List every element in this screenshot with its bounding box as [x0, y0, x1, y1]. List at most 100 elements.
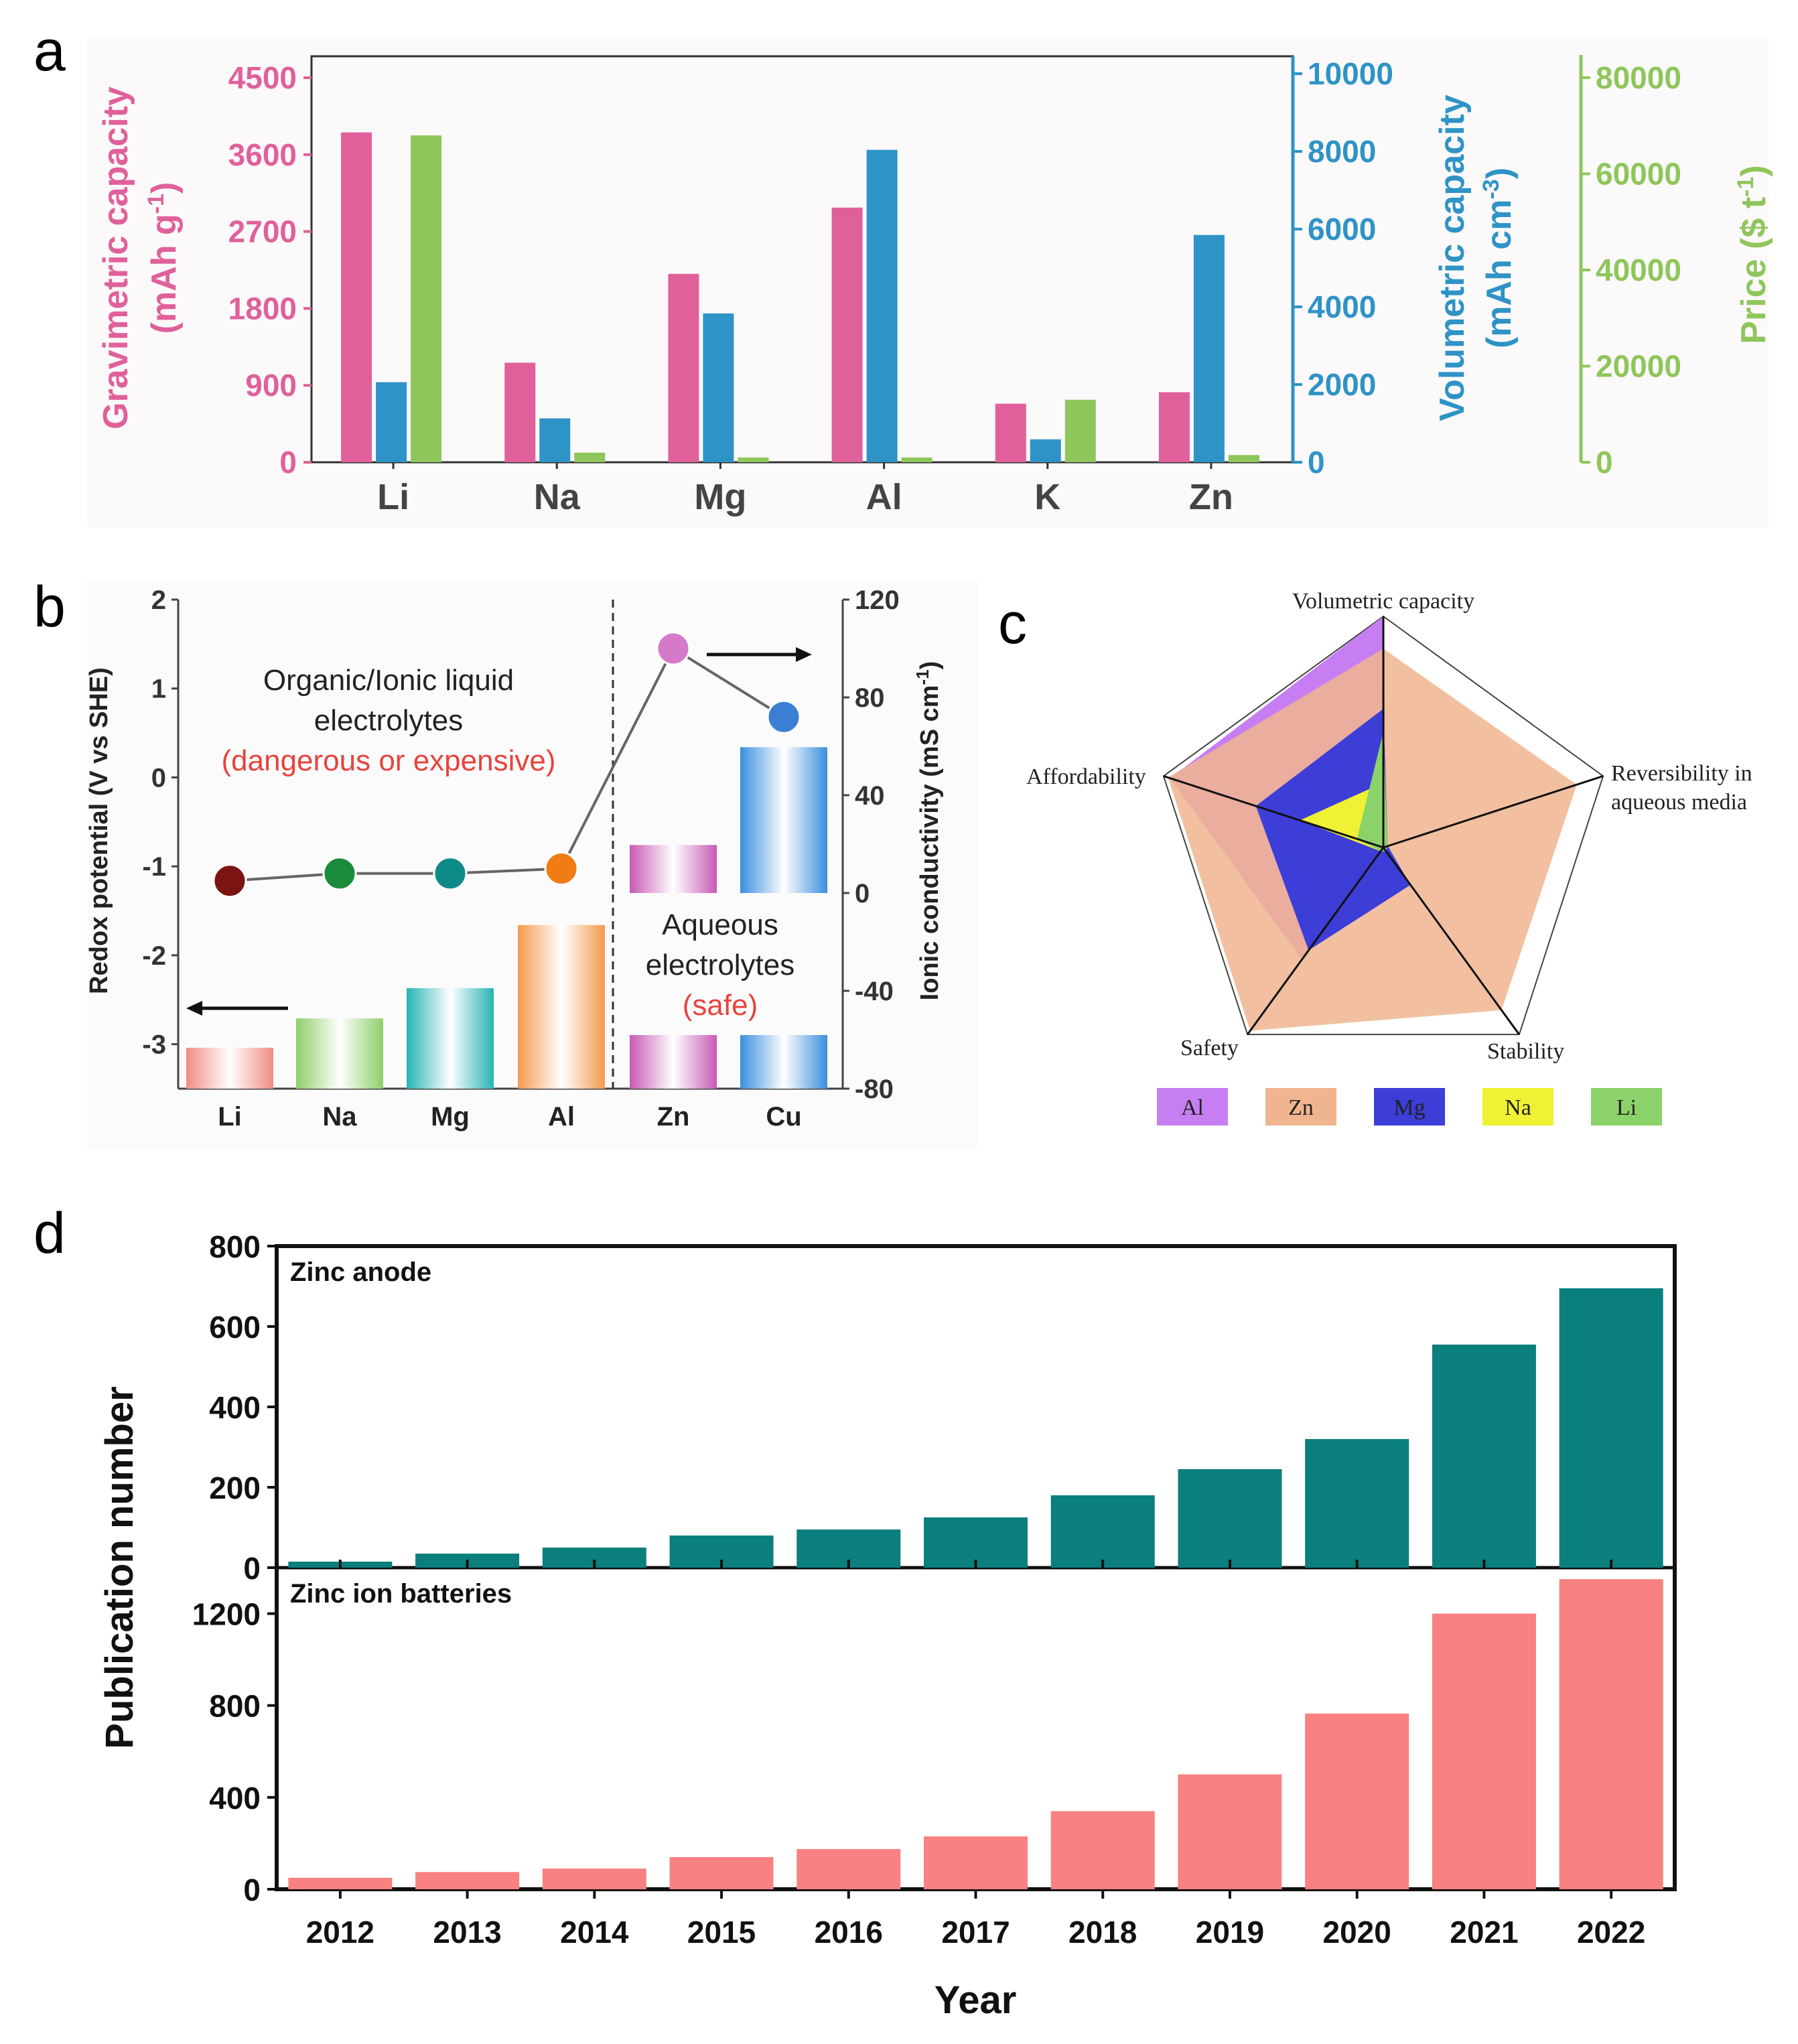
bar-price-Li — [411, 135, 442, 462]
y-tick-label: 4500 — [228, 60, 297, 95]
legend-swatch-zn — [1265, 1088, 1336, 1126]
unit-end: ) — [1480, 167, 1519, 179]
y-tick-label: 40 — [855, 781, 885, 811]
bar-redox-Al — [518, 925, 605, 1089]
panel-label-b: b — [33, 575, 66, 639]
unit-end: ) — [145, 182, 184, 194]
conductivity-point-Na — [322, 856, 357, 891]
x-tick-label: Na — [322, 1102, 357, 1132]
x-tick-label: 2021 — [1450, 1915, 1518, 1950]
radar-area-li — [1357, 732, 1388, 851]
y-tick-label: 1 — [151, 675, 166, 704]
y-tick-label: 0 — [151, 763, 166, 793]
panel-a: a 0 900 1800 2700 3600 4500 0 2000 4000 6000 8000 10… — [33, 19, 1773, 528]
x-tick-label: 2016 — [815, 1915, 883, 1950]
left-axis-title: Gravimetric capacity — [96, 86, 135, 429]
subplot-title: Zinc anode — [290, 1257, 431, 1287]
x-tick-label: 2014 — [560, 1915, 629, 1950]
y-tick-label: 60000 — [1596, 157, 1681, 192]
radar-axis-label-reversibility-2: aqueous media — [1611, 790, 1747, 815]
unit-text: (mAh cm — [1480, 200, 1519, 348]
legend-swatch-mg — [1374, 1088, 1445, 1126]
bar-volumetric-capacity-Na — [539, 418, 571, 462]
y-tick-label: 3600 — [228, 137, 297, 172]
right-axis-2-title: Price ($ t-1) — [1733, 165, 1773, 344]
bar-price-Zn — [1228, 455, 1259, 462]
y-tick-label: 40000 — [1596, 253, 1681, 287]
bar-zinc-ion-2013 — [415, 1872, 520, 1889]
x-tick-label: 2012 — [306, 1915, 374, 1950]
x-tick-label: 2020 — [1323, 1915, 1391, 1950]
axis-title-end: ) — [916, 661, 944, 670]
bar-zinc-ion-2015 — [669, 1857, 774, 1889]
bar-price-K — [1064, 399, 1096, 462]
y-tick-label: 2700 — [228, 214, 297, 249]
bar-zinc-anode-2022 — [1559, 1288, 1663, 1568]
bar-volumetric-capacity-K — [1030, 439, 1061, 462]
x-tick-label: 2015 — [687, 1915, 756, 1950]
bar-redox-Zn — [630, 845, 717, 893]
legend-label-al: Al — [1181, 1095, 1204, 1120]
x-tick-label: Cu — [766, 1102, 801, 1132]
bar-redox-Cu-base — [740, 1035, 827, 1089]
y-tick-label: 8000 — [1308, 134, 1376, 169]
x-tick-label: 2022 — [1577, 1915, 1645, 1950]
y-tick-label: -1 — [142, 852, 166, 882]
bar-zinc-ion-2020 — [1305, 1713, 1409, 1889]
legend-swatch-na — [1482, 1088, 1553, 1126]
y-tick-label: 0 — [1596, 445, 1613, 480]
bar-volumetric-capacity-Zn — [1193, 234, 1225, 462]
unit-sup: -1 — [143, 194, 169, 214]
aqueous-electrolytes-label-2: electrolytes — [646, 949, 795, 981]
bar-zinc-anode-2020 — [1305, 1439, 1409, 1568]
unit-text: (mAh g — [145, 214, 184, 334]
bar-price-Mg — [738, 457, 769, 462]
y-tick-label: 800 — [209, 1229, 261, 1264]
conductivity-point-Mg — [433, 856, 468, 891]
y-tick-label: 6000 — [1308, 212, 1376, 247]
legend-swatch-li — [1591, 1088, 1662, 1126]
x-tick-label: Na — [534, 477, 581, 517]
x-tick-label: Mg — [431, 1102, 470, 1132]
y-tick-label: 0 — [279, 445, 297, 480]
bar-gravimetric-capacity-Li — [341, 132, 372, 462]
organic-warning-label: (dangerous or expensive) — [222, 744, 556, 777]
bar-price-Al — [901, 457, 932, 462]
y-tick-label: 2000 — [1308, 367, 1376, 402]
x-tick-label: 2019 — [1196, 1915, 1264, 1950]
unit-sup: -1 — [1733, 177, 1758, 197]
x-tick-label: Al — [866, 477, 902, 517]
radar-axis-label-affordability: Affordability — [1026, 764, 1146, 789]
y-tick-label: 0 — [855, 879, 870, 908]
panel-label-d: d — [33, 1201, 66, 1266]
subplot-title: Zinc ion batteries — [290, 1579, 512, 1609]
radar-axis-label-stability: Stability — [1487, 1039, 1564, 1064]
bar-gravimetric-capacity-Al — [831, 207, 863, 462]
organic-electrolytes-label-2: electrolytes — [314, 704, 464, 737]
legend-label-zn: Zn — [1288, 1095, 1314, 1120]
bar-redox-Li — [186, 1047, 273, 1089]
y-tick-label: 0 — [1308, 445, 1325, 480]
bar-zinc-anode-2017 — [924, 1517, 1028, 1568]
y-tick-label: -3 — [142, 1030, 166, 1060]
aqueous-electrolytes-label: Aqueous — [662, 908, 778, 941]
right-axis-title: Ionic conductivity (mS cm-1) — [912, 661, 944, 1001]
x-tick-label: 2013 — [433, 1915, 501, 1950]
bar-gravimetric-capacity-K — [995, 403, 1026, 462]
radar-spoke — [1163, 774, 1384, 849]
y-tick-label: 600 — [209, 1310, 261, 1345]
y-tick-label: 0 — [243, 1551, 261, 1586]
radar-axis-label-reversibility: Reversibility in — [1611, 761, 1752, 786]
bar-zinc-ion-2017 — [924, 1836, 1028, 1889]
conductivity-point-Al — [544, 851, 579, 886]
bar-redox-Zn-base — [630, 1035, 717, 1089]
axis-title-text: Gravimetric capacity — [96, 86, 135, 429]
bar-zinc-anode-2019 — [1178, 1469, 1282, 1568]
x-tick-label: K — [1034, 477, 1060, 517]
y-tick-label: 1800 — [228, 291, 297, 326]
bar-zinc-ion-2012 — [288, 1877, 393, 1889]
bar-gravimetric-capacity-Zn — [1158, 392, 1190, 462]
bar-volumetric-capacity-Mg — [703, 313, 734, 462]
x-tick-label: 2018 — [1068, 1915, 1137, 1950]
aqueous-safe-label: (safe) — [683, 989, 758, 1022]
